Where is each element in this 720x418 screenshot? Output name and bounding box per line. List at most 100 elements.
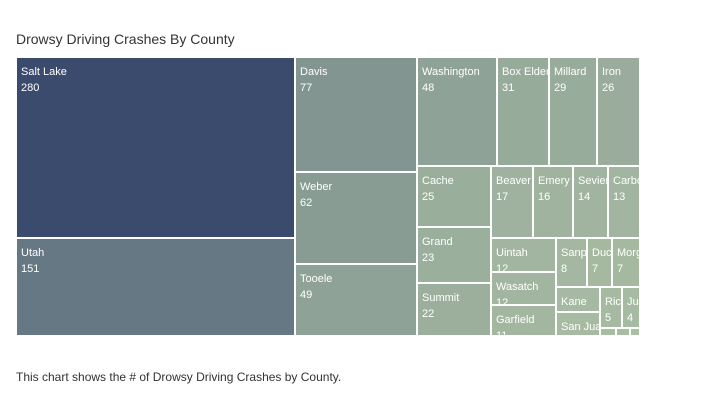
treemap-tile-wasatch: Wasatch 12 — [491, 272, 556, 305]
tile-county-name: Morgan — [617, 247, 639, 259]
tile-label: Duchesne 7 — [592, 245, 612, 277]
tile-label: Beaver 17 — [496, 173, 531, 205]
tile-crash-count: 23 — [422, 252, 435, 264]
tile-label: Wayne2 — [621, 335, 630, 336]
treemap-tile-carbon: Carbon 13 — [608, 166, 640, 238]
tile-county-name: Rich — [605, 296, 621, 308]
tile-crash-count: 22 — [422, 308, 435, 320]
tile-county-name: Salt Lake — [21, 66, 67, 78]
tile-county-name: Summit — [422, 292, 460, 304]
tile-county-name: Garfield — [496, 314, 535, 326]
tile-crash-count: 13 — [613, 191, 626, 203]
treemap-tile-summit: Summit 22 — [417, 283, 491, 336]
tile-county-name: Sanpete — [561, 247, 587, 259]
treemap-tile-morgan: Morgan 7 — [612, 238, 640, 287]
tile-label: Emery 16 — [538, 173, 570, 205]
tile-label: Sevier 14 — [578, 173, 608, 205]
tile-label: Millard 29 — [554, 64, 586, 96]
treemap-tile-duchesne: Duchesne 7 — [587, 238, 612, 287]
tile-crash-count: 5 — [605, 312, 612, 324]
tile-label: Daggett1 — [635, 335, 640, 336]
tile-label: Box Elder 31 — [502, 64, 549, 96]
tile-county-name: Duchesne — [592, 247, 612, 259]
tile-county-name: Carbon — [613, 175, 639, 187]
tile-crash-count: 8 — [561, 263, 568, 275]
tile-crash-count: 17 — [496, 191, 509, 203]
tile-county-name: Box Elder — [502, 66, 549, 78]
tile-label: Grand 23 — [422, 234, 453, 266]
treemap-tile-washington: Washington 48 — [417, 57, 497, 166]
treemap-tile-beaver: Beaver 17 — [491, 166, 533, 238]
tile-crash-count: 16 — [538, 191, 551, 203]
tile-county-name: Millard — [554, 66, 587, 78]
tile-crash-count: 4 — [561, 335, 600, 336]
tile-label: Piute2 — [605, 335, 616, 336]
treemap-tile-cache: Cache 25 — [417, 166, 491, 227]
tile-county-name: Cache — [422, 175, 454, 187]
tile-crash-count: 12 — [496, 297, 509, 305]
tile-county-name: Uintah — [496, 247, 528, 259]
tile-crash-count: 48 — [422, 82, 435, 94]
tile-label: Juab 4 — [627, 294, 639, 326]
tile-county-name: Utah — [21, 247, 45, 259]
tile-county-name: Wasatch — [496, 281, 539, 293]
tile-county-name: Sevier — [578, 175, 608, 187]
tile-county-name: Juab — [627, 296, 639, 308]
tile-county-name: Emery — [538, 175, 570, 187]
tile-label: Salt Lake 280 — [21, 64, 67, 96]
tile-label: Wasatch 12 — [496, 279, 539, 305]
tile-crash-count: 14 — [578, 191, 591, 203]
tile-crash-count: 26 — [602, 82, 615, 94]
tile-county-name: Washington — [422, 66, 480, 78]
chart-caption: This chart shows the # of Drowsy Driving… — [16, 370, 342, 384]
tile-label: Carbon 13 — [613, 173, 639, 205]
tile-label: Cache 25 — [422, 173, 454, 205]
tile-crash-count: 49 — [300, 289, 313, 301]
treemap-tile-kane: Kane6 — [556, 287, 600, 312]
tile-county-name: Davis — [300, 66, 328, 78]
tile-crash-count: 12 — [496, 263, 509, 272]
treemap-tile-salt-lake: Salt Lake 280 — [16, 57, 295, 238]
treemap-tile-daggett: Daggett1 — [630, 328, 640, 336]
tile-label: Uintah 12 — [496, 245, 528, 272]
tile-crash-count: 7 — [592, 263, 599, 275]
treemap-tile-emery: Emery 16 — [533, 166, 573, 238]
tile-label: Garfield 11 — [496, 312, 535, 335]
tile-label: Iron 26 — [602, 64, 621, 96]
treemap-tile-piute: Piute2 — [600, 328, 616, 336]
tile-crash-count: 31 — [502, 82, 515, 94]
tile-county-name: Beaver — [496, 175, 531, 187]
tile-crash-count: 29 — [554, 82, 567, 94]
treemap-tile-garfield: Garfield 11 — [491, 305, 556, 336]
tile-crash-count: 62 — [300, 197, 313, 209]
tile-county-name: San Juan — [561, 321, 599, 333]
tile-crash-count: 280 — [21, 82, 40, 94]
tile-crash-count: 4 — [627, 312, 634, 324]
treemap-tile-tooele: Tooele 49 — [295, 264, 417, 336]
treemap-tile-wayne: Wayne2 — [616, 328, 630, 336]
tile-crash-count: 25 — [422, 191, 435, 203]
tile-label: Utah 151 — [21, 245, 44, 277]
treemap-tile-weber: Weber 62 — [295, 172, 417, 264]
tile-label: Davis 77 — [300, 64, 328, 96]
tile-label: Washington 48 — [422, 64, 480, 96]
tile-county-name: Tooele — [300, 273, 333, 285]
tile-label: Morgan 7 — [617, 245, 639, 277]
treemap-tile-juab: Juab 4 — [622, 287, 640, 328]
tile-label: San Juan 4 — [561, 319, 600, 336]
tile-label: Sanpete 8 — [561, 245, 587, 277]
tile-label: Summit 22 — [422, 290, 459, 322]
tile-label: Weber 62 — [300, 179, 332, 211]
tile-label: Tooele 49 — [300, 271, 332, 303]
treemap-tile-san-juan: San Juan 4 — [556, 312, 600, 336]
tile-county-name: Iron — [602, 66, 621, 78]
treemap-chart: Salt Lake 280 Utah 151 Davis 77 Weber 62 Tooele 4… — [16, 57, 640, 336]
chart-title: Drowsy Driving Crashes By County — [16, 31, 235, 47]
tile-label: Kane6 — [561, 294, 587, 311]
treemap-tile-davis: Davis 77 — [295, 57, 417, 172]
tile-county-name: Kane — [561, 296, 587, 308]
treemap-tile-iron: Iron 26 — [597, 57, 640, 166]
treemap-tile-millard: Millard 29 — [549, 57, 597, 166]
tile-crash-count: 151 — [21, 263, 40, 275]
treemap-tile-box-elder: Box Elder 31 — [497, 57, 549, 166]
